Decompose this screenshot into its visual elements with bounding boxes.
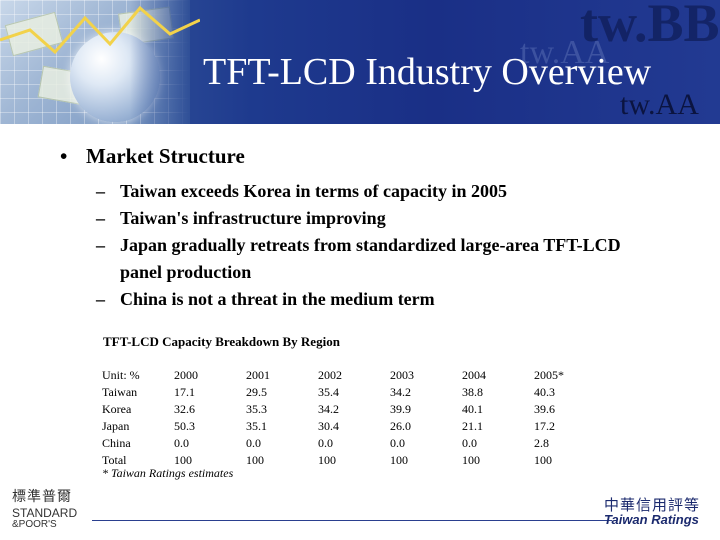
watermark-tw-aa-faded: tw.AA xyxy=(520,34,610,71)
sub-bullet: – China is not a threat in the medium ter… xyxy=(96,286,656,313)
table-cell: 17.1 xyxy=(174,385,195,399)
footer-divider xyxy=(92,520,612,521)
table-row: Korea 32.6 35.3 34.2 39.9 40.1 39.6 xyxy=(102,401,606,418)
sp-logo-line1: STANDARD xyxy=(12,506,78,520)
table-cell: 100 xyxy=(246,453,264,467)
table-cell: 100 xyxy=(174,453,192,467)
table-cell: 50.3 xyxy=(174,419,195,433)
sp-logo: 標準普爾 STANDARD &POOR'S xyxy=(12,490,92,531)
table-header-cell: 2001 xyxy=(246,368,270,382)
sub-bullet-text: Taiwan exceeds Korea in terms of capacit… xyxy=(120,181,507,201)
sub-bullet-text: China is not a threat in the medium term xyxy=(120,289,435,309)
taiwan-ratings-cjk: 中華信用評等 xyxy=(604,498,701,514)
watermark-tw-aa: tw.AA xyxy=(620,88,699,121)
table-row: Taiwan 17.1 29.5 35.4 34.2 38.8 40.3 xyxy=(102,384,606,401)
table-cell: 2.8 xyxy=(534,436,549,450)
sp-logo-line2: &POOR'S xyxy=(12,519,57,530)
table-cell: 17.2 xyxy=(534,419,555,433)
table-cell: 34.2 xyxy=(390,385,411,399)
main-bullet-text: Market Structure xyxy=(86,144,245,168)
table-cell: 100 xyxy=(318,453,336,467)
sub-bullet-text: Taiwan's infrastructure improving xyxy=(120,208,386,228)
sub-bullet: – Japan gradually retreats from standardi… xyxy=(96,232,656,286)
table-cell: 0.0 xyxy=(462,436,477,450)
table-cell: 29.5 xyxy=(246,385,267,399)
table-header-cell: 2000 xyxy=(174,368,198,382)
table-cell: 40.3 xyxy=(534,385,555,399)
table-cell: 40.1 xyxy=(462,402,483,416)
chart-line-decoration xyxy=(0,5,200,55)
table-header-cell: 2004 xyxy=(462,368,486,382)
table-cell: 100 xyxy=(390,453,408,467)
bullet-dot-icon: • xyxy=(60,144,68,168)
table-row: China 0.0 0.0 0.0 0.0 0.0 2.8 xyxy=(102,435,606,452)
table-cell: 26.0 xyxy=(390,419,411,433)
table-title: TFT-LCD Capacity Breakdown By Region xyxy=(103,334,340,349)
dash-icon: – xyxy=(96,181,105,201)
sub-bullet: – Taiwan exceeds Korea in terms of capaci… xyxy=(96,178,656,205)
table-cell: 35.4 xyxy=(318,385,339,399)
banner-photo xyxy=(0,0,190,124)
table-cell: 38.8 xyxy=(462,385,483,399)
sub-bullet-list: – Taiwan exceeds Korea in terms of capaci… xyxy=(96,178,656,313)
taiwan-ratings-logo: 中華信用評等 Taiwan Ratings xyxy=(604,494,714,527)
table-cell: 30.4 xyxy=(318,419,339,433)
table-cell: 100 xyxy=(462,453,480,467)
watermark-tw-bb: tw.BB xyxy=(580,0,720,53)
table-cell: 0.0 xyxy=(174,436,189,450)
table-cell: Total xyxy=(102,453,127,467)
table-cell: 35.1 xyxy=(246,419,267,433)
table-cell: 35.3 xyxy=(246,402,267,416)
table-header-cell: Unit: % xyxy=(102,368,140,382)
sub-bullet: – Taiwan's infrastructure improving xyxy=(96,205,656,232)
table-cell: Japan xyxy=(102,419,130,433)
table-cell: 21.1 xyxy=(462,419,483,433)
table-row: Total 100 100 100 100 100 100 xyxy=(102,452,606,469)
taiwan-ratings-name: Taiwan Ratings xyxy=(604,512,699,527)
table-cell: Taiwan xyxy=(102,385,138,399)
dash-icon: – xyxy=(96,289,105,309)
table-cell: 34.2 xyxy=(318,402,339,416)
table-cell: 0.0 xyxy=(318,436,333,450)
table-footnote: * Taiwan Ratings estimates xyxy=(102,466,234,480)
slide-title: TFT-LCD Industry Overview xyxy=(203,51,652,93)
table-cell: 0.0 xyxy=(390,436,405,450)
table-cell: 39.6 xyxy=(534,402,555,416)
table-header-row: Unit: % 2000 2001 2002 2003 2004 2005* xyxy=(102,367,606,384)
table-header-cell: 2005* xyxy=(534,368,564,382)
main-bullet: • Market Structure xyxy=(60,144,245,169)
dash-icon: – xyxy=(96,208,105,228)
table-cell: China xyxy=(102,436,131,450)
table-cell: Korea xyxy=(102,402,132,416)
dash-icon: – xyxy=(96,235,105,255)
table-cell: 0.0 xyxy=(246,436,261,450)
table-row: Japan 50.3 35.1 30.4 26.0 21.1 17.2 xyxy=(102,418,606,435)
table-cell: 100 xyxy=(534,453,552,467)
sp-logo-cjk: 標準普爾 xyxy=(12,490,72,505)
table-header-cell: 2003 xyxy=(390,368,414,382)
table-cell: 32.6 xyxy=(174,402,195,416)
table-header-cell: 2002 xyxy=(318,368,342,382)
sub-bullet-text: Japan gradually retreats from standardiz… xyxy=(120,235,621,282)
capacity-table: Unit: % 2000 2001 2002 2003 2004 2005* T… xyxy=(102,367,606,469)
table-cell: 39.9 xyxy=(390,402,411,416)
header-banner: tw.BB tw.AA tw.AA TFT-LCD Industry Overv… xyxy=(0,0,720,124)
